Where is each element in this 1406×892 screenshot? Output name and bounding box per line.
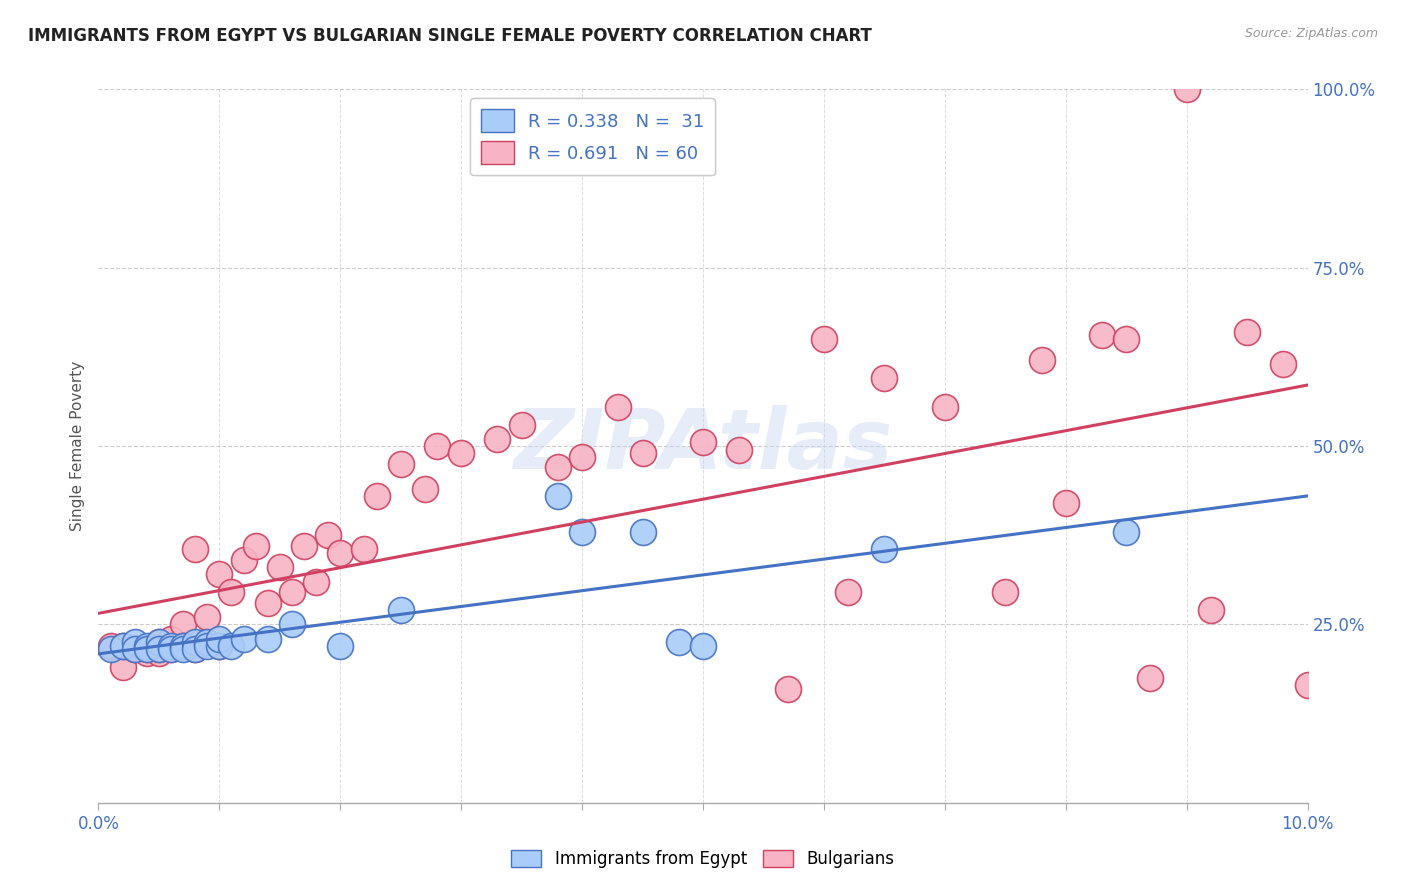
Point	[100, 642, 122, 657]
Point	[195, 610, 218, 624]
Point	[184, 642, 207, 657]
Point	[172, 642, 194, 657]
Point	[208, 639, 231, 653]
Point	[135, 646, 157, 660]
Point	[172, 639, 194, 653]
Point	[148, 635, 170, 649]
Point	[172, 617, 194, 632]
Point	[124, 642, 146, 657]
Point	[135, 642, 157, 657]
Point	[631, 524, 654, 539]
Point	[607, 400, 630, 414]
Text: ZIPAtlas: ZIPAtlas	[513, 406, 893, 486]
Point	[366, 489, 388, 503]
Point	[631, 446, 654, 460]
Point	[221, 639, 243, 653]
Point	[813, 332, 835, 346]
Point	[1296, 678, 1319, 692]
Point	[692, 639, 714, 653]
Point	[195, 639, 218, 653]
Legend: R = 0.338   N =  31, R = 0.691   N = 60: R = 0.338 N = 31, R = 0.691 N = 60	[470, 98, 716, 176]
Point	[1115, 524, 1137, 539]
Point	[292, 539, 315, 553]
Point	[1031, 353, 1053, 368]
Point	[232, 632, 254, 646]
Point	[1054, 496, 1077, 510]
Point	[184, 635, 207, 649]
Point	[571, 524, 593, 539]
Point	[1139, 671, 1161, 685]
Text: Source: ZipAtlas.com: Source: ZipAtlas.com	[1244, 27, 1378, 40]
Point	[510, 417, 533, 432]
Point	[256, 596, 278, 610]
Point	[269, 560, 291, 574]
Point	[195, 635, 218, 649]
Point	[389, 603, 412, 617]
Point	[160, 639, 183, 653]
Point	[135, 642, 157, 657]
Point	[111, 639, 134, 653]
Point	[111, 660, 134, 674]
Point	[111, 639, 134, 653]
Point	[1115, 332, 1137, 346]
Point	[873, 542, 896, 557]
Point	[547, 460, 569, 475]
Point	[316, 528, 339, 542]
Point	[873, 371, 896, 385]
Point	[692, 435, 714, 450]
Point	[486, 432, 509, 446]
Point	[195, 635, 218, 649]
Point	[148, 642, 170, 657]
Point	[1272, 357, 1295, 371]
Point	[1199, 603, 1222, 617]
Point	[100, 639, 122, 653]
Point	[1236, 325, 1258, 339]
Point	[426, 439, 449, 453]
Point	[571, 450, 593, 464]
Point	[728, 442, 751, 457]
Point	[124, 635, 146, 649]
Point	[1091, 328, 1114, 343]
Point	[281, 617, 304, 632]
Point	[208, 567, 231, 582]
Y-axis label: Single Female Poverty: Single Female Poverty	[70, 361, 86, 531]
Point	[160, 642, 183, 657]
Point	[305, 574, 328, 589]
Point	[934, 400, 956, 414]
Point	[256, 632, 278, 646]
Point	[160, 642, 183, 657]
Point	[776, 681, 799, 696]
Point	[450, 446, 472, 460]
Point	[837, 585, 859, 599]
Legend: Immigrants from Egypt, Bulgarians: Immigrants from Egypt, Bulgarians	[505, 843, 901, 875]
Point	[184, 542, 207, 557]
Point	[1175, 82, 1198, 96]
Point	[184, 642, 207, 657]
Point	[221, 585, 243, 599]
Point	[148, 642, 170, 657]
Point	[208, 632, 231, 646]
Text: IMMIGRANTS FROM EGYPT VS BULGARIAN SINGLE FEMALE POVERTY CORRELATION CHART: IMMIGRANTS FROM EGYPT VS BULGARIAN SINGL…	[28, 27, 872, 45]
Point	[281, 585, 304, 599]
Point	[172, 639, 194, 653]
Point	[124, 642, 146, 657]
Point	[208, 639, 231, 653]
Point	[353, 542, 375, 557]
Point	[148, 635, 170, 649]
Point	[329, 639, 352, 653]
Point	[413, 482, 436, 496]
Point	[389, 457, 412, 471]
Point	[160, 632, 183, 646]
Point	[547, 489, 569, 503]
Point	[232, 553, 254, 567]
Point	[245, 539, 267, 553]
Point	[124, 642, 146, 657]
Point	[668, 635, 690, 649]
Point	[135, 639, 157, 653]
Point	[148, 646, 170, 660]
Point	[994, 585, 1017, 599]
Point	[329, 546, 352, 560]
